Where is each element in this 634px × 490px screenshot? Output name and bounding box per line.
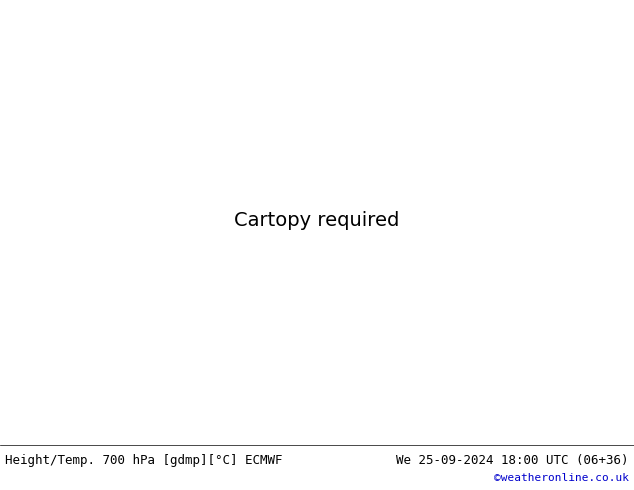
Text: Height/Temp. 700 hPa [gdmp][°C] ECMWF: Height/Temp. 700 hPa [gdmp][°C] ECMWF xyxy=(5,454,283,466)
Text: We 25-09-2024 18:00 UTC (06+36): We 25-09-2024 18:00 UTC (06+36) xyxy=(396,454,629,466)
Text: ©weatheronline.co.uk: ©weatheronline.co.uk xyxy=(494,473,629,483)
Text: Cartopy required: Cartopy required xyxy=(235,211,399,230)
